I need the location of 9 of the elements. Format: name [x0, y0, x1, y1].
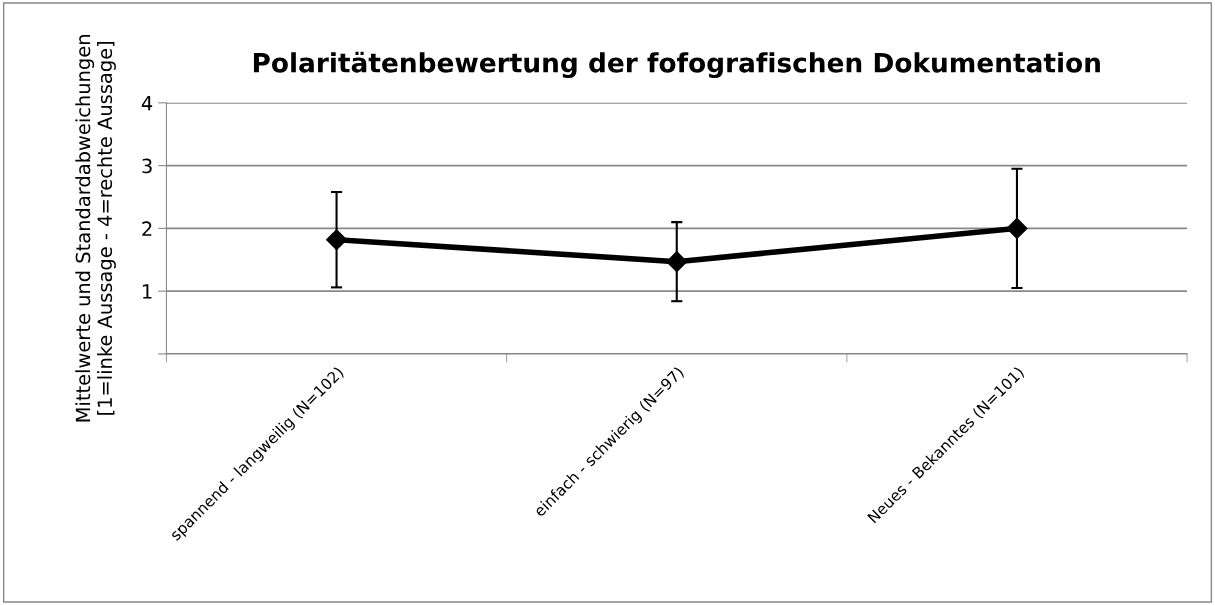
point	[1006, 217, 1028, 239]
y-axis-title: Mittelwerte und Standardabweichungen [1=linke Aussage - 4=rechte Aussage]	[75, 35, 116, 422]
y-tick-label: 4	[141, 96, 153, 111]
point	[326, 229, 348, 251]
chart-title: Polaritätenbewertung der fofografischen Dokumentation	[253, 51, 1100, 78]
y-tick-label: 2	[142, 221, 152, 236]
point	[666, 251, 688, 273]
y-tick-label: 3	[142, 158, 152, 174]
y-tick-label: 1	[143, 284, 152, 299]
